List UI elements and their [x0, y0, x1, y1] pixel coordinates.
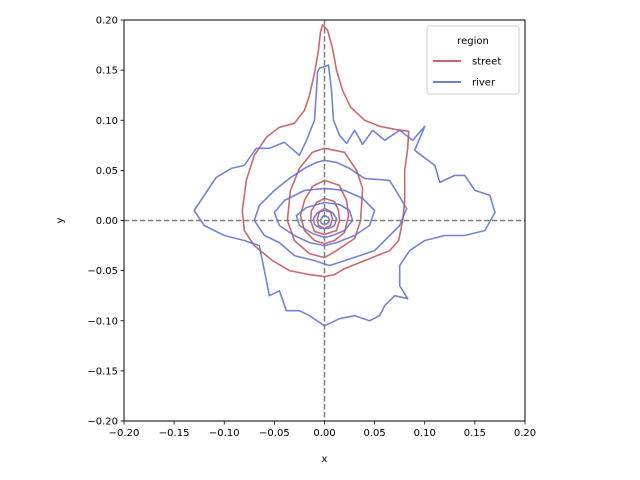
y-axis-ticks: −0.20 −0.15 −0.10 −0.05 0.00 0.05 0.10 0.15 0.20 [87, 16, 124, 428]
legend: region street river [426, 25, 520, 95]
y-tick-label: 0.05 [96, 166, 118, 177]
river-contour-1 [193, 64, 496, 327]
reference-lines [124, 20, 525, 421]
legend-title: region [457, 36, 489, 47]
legend-entries: street river [433, 57, 501, 89]
y-tick-label: 0.20 [96, 16, 118, 27]
x-tick-label: 0.00 [313, 428, 335, 439]
x-tick-label: 0.05 [363, 428, 385, 439]
x-tick-label: −0.10 [209, 428, 240, 439]
y-axis-label: y [55, 217, 66, 223]
x-tick-label: −0.20 [109, 428, 140, 439]
x-tick-label: 0.20 [514, 428, 536, 439]
street-contour-2 [286, 147, 364, 259]
y-tick-label: −0.15 [87, 366, 118, 377]
legend-label-river: river [472, 78, 496, 89]
x-axis-label: x [322, 454, 328, 465]
river-contour-4 [295, 201, 354, 239]
street-contour-1 [241, 24, 410, 278]
river-contour-2 [253, 159, 408, 267]
y-tick-label: −0.10 [87, 316, 118, 327]
y-tick-label: 0.00 [96, 216, 118, 227]
x-tick-label: −0.15 [159, 428, 190, 439]
x-axis-ticks: −0.20 −0.15 −0.10 −0.05 0.00 0.05 0.10 0.15 0.20 [109, 421, 536, 439]
y-tick-label: 0.10 [96, 116, 118, 127]
x-tick-label: 0.10 [414, 428, 436, 439]
street-contour-3 [299, 179, 350, 245]
street-contour-4 [309, 197, 341, 236]
x-tick-label: 0.15 [464, 428, 486, 439]
y-tick-label: −0.05 [87, 266, 118, 277]
y-tick-label: 0.15 [96, 66, 118, 77]
y-tick-label: −0.20 [87, 417, 118, 428]
legend-box [426, 25, 520, 95]
legend-label-street: street [472, 57, 501, 68]
x-tick-label: −0.05 [259, 428, 290, 439]
